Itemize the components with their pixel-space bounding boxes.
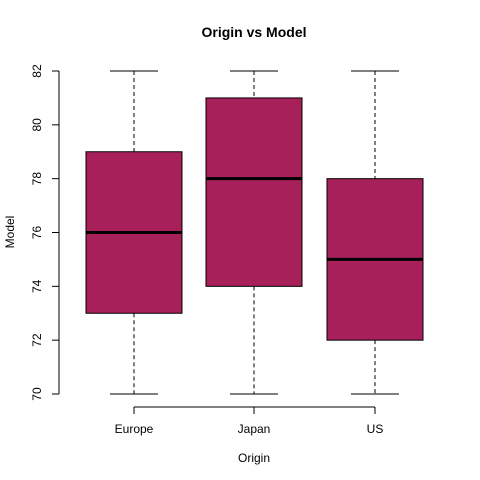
y-tick-label: 70 — [30, 387, 44, 401]
box-us — [326, 70, 424, 395]
x-tick-label: US — [367, 422, 384, 436]
iqr-box — [205, 97, 303, 287]
y-tick-label: 78 — [30, 172, 44, 186]
y-tick-label: 80 — [30, 118, 44, 132]
y-axis-label: Model — [3, 216, 17, 249]
box-europe — [85, 70, 183, 395]
x-axis: Europe Japan US — [115, 406, 384, 436]
y-tick-label: 74 — [30, 279, 44, 293]
x-tick-label: Japan — [238, 422, 271, 436]
y-tick-label: 82 — [30, 64, 44, 78]
box-japan — [205, 70, 303, 395]
y-axis: 70 72 74 76 78 80 82 — [30, 64, 60, 401]
x-axis-label: Origin — [238, 451, 270, 465]
box-group — [85, 70, 424, 395]
y-tick-label: 76 — [30, 226, 44, 240]
x-tick-label: Europe — [115, 422, 154, 436]
y-tick-label: 72 — [30, 333, 44, 347]
chart-title: Origin vs Model — [201, 24, 306, 40]
